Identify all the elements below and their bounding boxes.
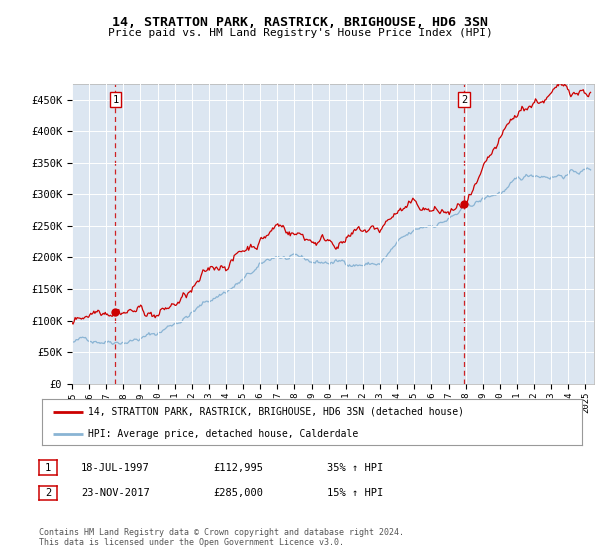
Text: 23-NOV-2017: 23-NOV-2017 (81, 488, 150, 498)
Text: 35% ↑ HPI: 35% ↑ HPI (327, 463, 383, 473)
Text: Price paid vs. HM Land Registry's House Price Index (HPI): Price paid vs. HM Land Registry's House … (107, 28, 493, 38)
Text: £112,995: £112,995 (213, 463, 263, 473)
Text: HPI: Average price, detached house, Calderdale: HPI: Average price, detached house, Cald… (88, 429, 358, 438)
Text: Contains HM Land Registry data © Crown copyright and database right 2024.
This d: Contains HM Land Registry data © Crown c… (39, 528, 404, 547)
Text: 18-JUL-1997: 18-JUL-1997 (81, 463, 150, 473)
Text: 2: 2 (461, 95, 467, 105)
Text: 14, STRATTON PARK, RASTRICK, BRIGHOUSE, HD6 3SN (detached house): 14, STRATTON PARK, RASTRICK, BRIGHOUSE, … (88, 407, 464, 417)
Text: 2: 2 (45, 488, 51, 498)
Text: 1: 1 (112, 95, 119, 105)
Text: 15% ↑ HPI: 15% ↑ HPI (327, 488, 383, 498)
Text: 1: 1 (45, 463, 51, 473)
Text: 14, STRATTON PARK, RASTRICK, BRIGHOUSE, HD6 3SN: 14, STRATTON PARK, RASTRICK, BRIGHOUSE, … (112, 16, 488, 29)
Text: £285,000: £285,000 (213, 488, 263, 498)
